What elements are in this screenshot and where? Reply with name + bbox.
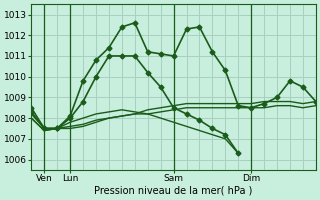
X-axis label: Pression niveau de la mer( hPa ): Pression niveau de la mer( hPa ) xyxy=(94,186,253,196)
